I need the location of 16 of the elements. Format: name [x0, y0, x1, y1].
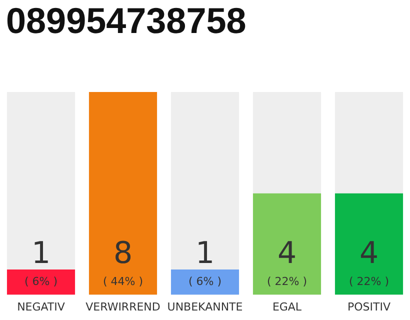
data-label: 8	[113, 236, 133, 271]
x-tick-label: EGAL	[272, 300, 302, 314]
x-tick-label: VERWIRREND	[86, 300, 160, 314]
chart-title: 089954738758	[6, 0, 246, 42]
annotation: ( 6% )	[24, 274, 58, 288]
x-tick-label: NEGATIV	[17, 300, 66, 314]
data-label: 1	[31, 236, 51, 271]
annotation: ( 6% )	[188, 274, 222, 288]
x-tick-label: POSITIV	[347, 300, 391, 314]
data-label: 4	[277, 236, 297, 271]
x-tick-label: UNBEKANNTE	[167, 300, 243, 314]
annotation: ( 22% )	[266, 274, 308, 288]
data-label: 1	[195, 236, 215, 271]
annotation: ( 44% )	[102, 274, 144, 288]
data-label: 4	[359, 236, 379, 271]
annotation: ( 22% )	[348, 274, 390, 288]
